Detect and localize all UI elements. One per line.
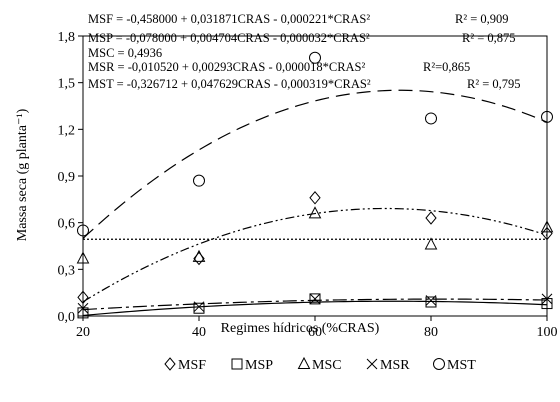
regression-equations: MSF = -0,458000 + 0,031871CRAS - 0,00022… bbox=[88, 12, 521, 91]
r-squared-mst: R² = 0,795 bbox=[467, 77, 521, 91]
x-tick-label: 80 bbox=[424, 325, 438, 340]
y-tick-label: 0,0 bbox=[58, 310, 76, 325]
legend-marker-msf bbox=[164, 357, 176, 371]
point-msp bbox=[309, 293, 321, 305]
point-msr bbox=[77, 302, 89, 314]
point-mst bbox=[193, 174, 205, 187]
r-squared-msr: R²=0,865 bbox=[423, 60, 470, 74]
y-tick-label: 1,5 bbox=[58, 77, 76, 92]
legend: MSF MSP MSC MSR MST bbox=[164, 356, 476, 373]
x-tick-label: 60 bbox=[308, 325, 322, 340]
legend-label-mst: MST bbox=[447, 358, 476, 373]
legend-item-msc: MSC bbox=[297, 356, 342, 373]
legend-item-msp: MSP bbox=[231, 358, 273, 373]
x-axis-title: Regimes hídricos (%CRAS) bbox=[221, 321, 380, 336]
legend-marker-msr bbox=[366, 358, 378, 370]
equation-msf: MSF = -0,458000 + 0,031871CRAS - 0,00022… bbox=[88, 12, 370, 26]
y-axis-title: Massa seca (g planta⁻¹) bbox=[15, 108, 30, 241]
fit-line-msr bbox=[82, 298, 548, 311]
point-msp bbox=[425, 296, 437, 308]
legend-label-msc: MSC bbox=[312, 358, 342, 373]
point-mst bbox=[77, 224, 89, 237]
legend-label-msp: MSP bbox=[245, 358, 273, 373]
axis-ticks: 0,0 0,3 0,6 0,9 1,2 1,5 1,8 20 40 60 80 100 bbox=[58, 30, 558, 340]
legend-item-msr: MSR bbox=[366, 358, 410, 373]
y-tick-label: 1,2 bbox=[58, 123, 76, 138]
x-tick-label: 40 bbox=[192, 325, 206, 340]
y-tick-label: 0,6 bbox=[58, 217, 76, 232]
point-msf bbox=[309, 190, 321, 205]
equation-mst: MST = -0,326712 + 0,047629CRAS - 0,00031… bbox=[88, 77, 371, 91]
r-squared-msp: R² = 0,875 bbox=[462, 31, 516, 45]
point-mst bbox=[309, 51, 321, 64]
y-tick-label: 0,9 bbox=[58, 170, 76, 185]
point-msr bbox=[309, 293, 321, 305]
point-msf bbox=[425, 211, 437, 225]
fit-line-mst bbox=[82, 89, 548, 239]
legend-marker-mst bbox=[433, 358, 445, 370]
x-tick-label: 100 bbox=[537, 325, 558, 340]
equation-msp: MSP = -0,078000 + 0,004704CRAS - 0,00003… bbox=[88, 31, 370, 45]
point-msf bbox=[77, 290, 89, 305]
x-tick-label: 20 bbox=[76, 325, 90, 340]
point-msr bbox=[541, 293, 553, 305]
point-msc bbox=[424, 237, 438, 250]
point-msc bbox=[540, 220, 554, 233]
legend-label-msf: MSF bbox=[178, 358, 206, 373]
point-msr bbox=[193, 301, 205, 313]
equation-msr: MSR = -0,010520 + 0,00293CRAS - 0,000018… bbox=[88, 60, 366, 74]
legend-marker-msp bbox=[231, 358, 243, 370]
legend-label-msr: MSR bbox=[380, 358, 410, 373]
legend-item-msf: MSF bbox=[164, 357, 206, 373]
point-mst bbox=[541, 110, 553, 123]
point-msc bbox=[192, 249, 206, 262]
point-msr bbox=[425, 295, 437, 306]
point-msc bbox=[76, 251, 90, 264]
point-mst bbox=[425, 112, 437, 125]
y-tick-label: 1,8 bbox=[58, 30, 76, 45]
point-msp bbox=[193, 302, 205, 314]
equation-msc: MSC = 0,4936 bbox=[88, 46, 162, 60]
legend-marker-msc bbox=[297, 356, 311, 369]
legend-item-mst: MST bbox=[433, 358, 476, 373]
r-squared-msf: R² = 0,909 bbox=[455, 12, 509, 26]
fit-lines bbox=[82, 89, 548, 317]
point-msc bbox=[308, 206, 322, 219]
fit-line-msp bbox=[82, 300, 548, 317]
fit-line-msf bbox=[82, 207, 548, 303]
data-markers bbox=[76, 51, 554, 319]
y-tick-label: 0,3 bbox=[58, 263, 76, 278]
